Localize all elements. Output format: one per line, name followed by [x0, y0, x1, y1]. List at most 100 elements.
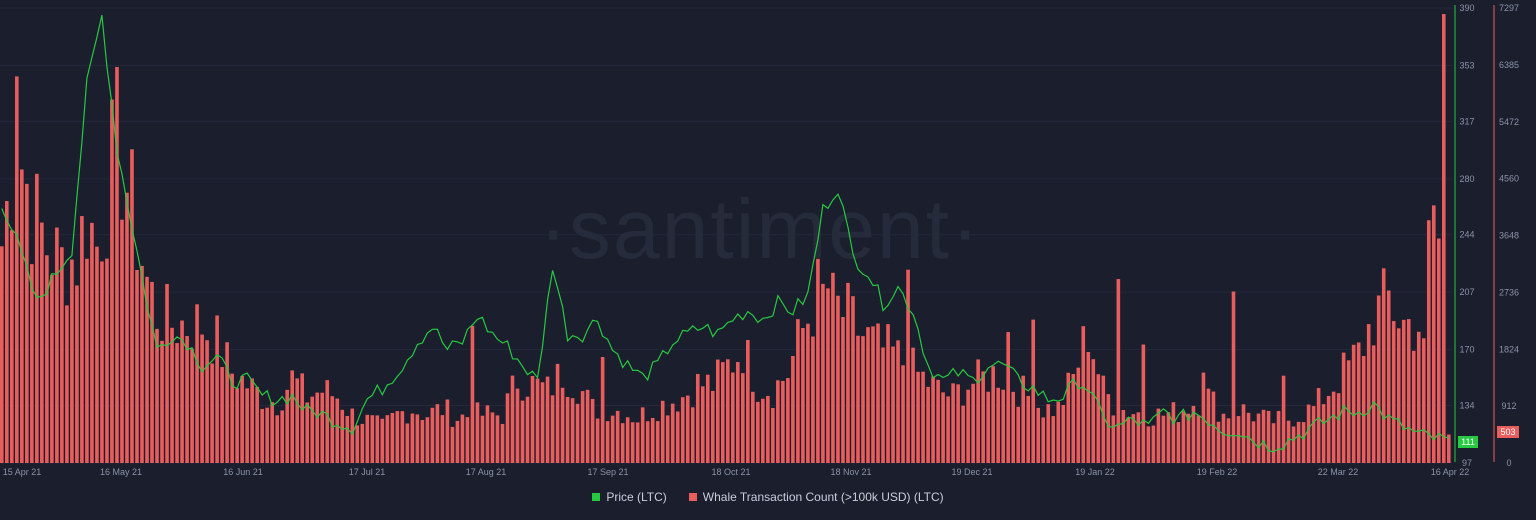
whale-count-bar [1286, 420, 1291, 463]
whale-count-bar [781, 380, 785, 463]
price-tick-label: 244 [1459, 230, 1474, 240]
whale-count-bar [690, 407, 695, 463]
whale-count-bar [1141, 344, 1146, 463]
count-axis: 7297 6385 5472 4560 3648 2736 1824 912 0 [1499, 3, 1519, 468]
whale-count-bar [715, 359, 720, 463]
legend-item-whale-count[interactable]: Whale Transaction Count (>100k USD) (LTC… [688, 490, 944, 504]
whale-count-bar [1196, 415, 1201, 463]
whale-count-bar [455, 420, 460, 463]
whale-count-bar [325, 380, 330, 463]
count-tick-label: 2736 [1499, 287, 1519, 297]
whale-count-bar [490, 412, 495, 463]
whale-count-bar [210, 363, 214, 463]
whale-count-bar [240, 375, 244, 463]
price-line [1, 14, 1449, 453]
whale-count-bar [75, 285, 79, 463]
whale-count-bar [1276, 410, 1281, 463]
whale-count-bar [1051, 416, 1056, 463]
x-axis: 15 Apr 21 16 May 21 16 Jun 21 17 Jul 21 17 A… [3, 467, 1470, 477]
whale-count-bar [796, 319, 800, 463]
whale-count-bar [235, 388, 239, 463]
whale-count-bar [1376, 295, 1381, 463]
whale-count-bar [535, 378, 540, 463]
whale-count-bar [465, 417, 470, 463]
legend-item-price[interactable]: Price (LTC) [592, 490, 667, 504]
whale-count-bar [575, 403, 580, 463]
whale-count-bar [360, 423, 365, 463]
price-tick-label: 170 [1459, 345, 1474, 355]
whale-count-bar [1361, 355, 1366, 463]
whale-count-bar [120, 219, 124, 463]
whale-count-bar [405, 423, 410, 463]
legend-label-price: Price (LTC) [606, 490, 667, 504]
whale-count-bar [560, 387, 565, 463]
whale-count-bar [640, 407, 645, 463]
whale-count-bar [1086, 352, 1091, 463]
whale-count-bar [380, 418, 385, 463]
x-tick-label: 18 Oct 21 [711, 467, 750, 477]
whale-count-bar [600, 357, 605, 463]
x-tick-label: 17 Jul 21 [349, 467, 386, 477]
whale-count-bar [901, 365, 905, 463]
whale-count-bar [1241, 404, 1246, 463]
x-tick-label: 22 Mar 22 [1318, 467, 1359, 477]
whale-count-bar [385, 415, 390, 463]
x-tick-label: 15 Apr 21 [3, 467, 42, 477]
whale-count-bar [110, 99, 114, 464]
whale-count-bar [100, 261, 104, 463]
whale-count-bar [771, 408, 775, 463]
whale-count-bar [1356, 342, 1361, 463]
whale-count-bar [1096, 374, 1101, 463]
whale-count-bar [15, 76, 19, 464]
price-tick-label: 390 [1459, 3, 1474, 13]
whale-count-bar [150, 281, 154, 463]
whale-count-bar [605, 421, 610, 463]
whale-count-bar [751, 391, 755, 463]
whale-count-bar [811, 336, 815, 463]
count-tick-label: 1824 [1499, 344, 1519, 354]
whale-count-bar [410, 413, 415, 463]
whale-count-bar [821, 283, 825, 463]
whale-count-bar [530, 375, 535, 463]
whale-count-bar [1436, 238, 1441, 463]
whale-count-bar [525, 396, 530, 463]
whale-count-bar [510, 375, 515, 463]
whale-count-bar [1156, 408, 1161, 463]
whale-count-bar [80, 216, 84, 463]
whale-count-bar [650, 417, 655, 463]
whale-count-bar [1166, 412, 1171, 463]
whale-count-bar [105, 258, 109, 463]
whale-count-bar [966, 389, 970, 463]
price-tick-label: 207 [1459, 287, 1474, 297]
whale-count-bar [655, 421, 660, 463]
whale-count-bar [420, 420, 425, 463]
whale-count-bar [1441, 14, 1446, 464]
whale-count-bar [1351, 344, 1356, 463]
whale-count-bar [175, 343, 179, 463]
whale-count-bar [35, 173, 39, 463]
x-tick-label: 19 Jan 22 [1075, 467, 1115, 477]
whale-count-bar [851, 296, 855, 463]
whale-count-bar [1306, 404, 1311, 463]
whale-count-bar [1231, 291, 1236, 463]
whale-count-bar [1281, 375, 1286, 463]
whale-count-bar [45, 255, 49, 463]
whale-count-bar [670, 403, 675, 463]
whale-count-bar [1126, 417, 1131, 463]
whale-count-bar [595, 418, 600, 463]
whale-count-bar [1191, 405, 1196, 463]
whale-count-bar [50, 274, 54, 463]
whale-count-bar [886, 324, 890, 463]
whale-count-bar [1176, 422, 1181, 463]
price-tick-label: 134 [1459, 401, 1474, 411]
whale-count-bar [30, 264, 34, 463]
count-tick-label: 912 [1501, 401, 1516, 411]
whale-count-bar [500, 423, 505, 463]
whale-count-bar [1101, 375, 1106, 463]
whale-count-bar [931, 376, 935, 463]
whale-count-bar [961, 405, 965, 463]
whale-count-bar [996, 387, 1000, 463]
whale-count-bar [1181, 411, 1186, 463]
whale-count-bar [495, 415, 500, 463]
whale-count-bar [946, 396, 950, 463]
